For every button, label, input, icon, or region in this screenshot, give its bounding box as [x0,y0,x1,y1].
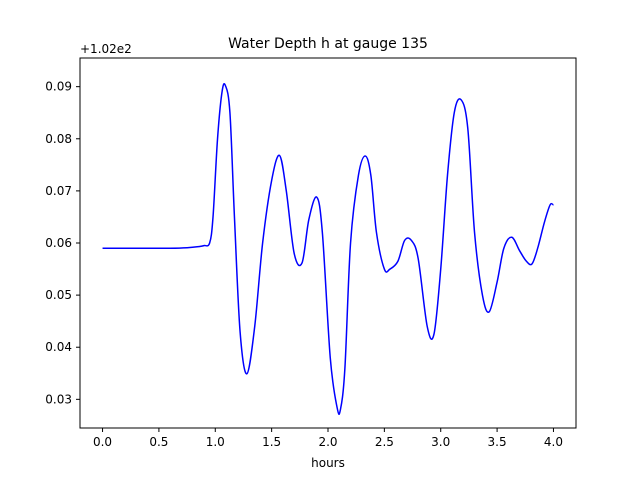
y-tick-label: 0.05 [45,288,72,302]
x-axis: 0.0 0.5 1.0 1.5 2.0 2.5 3.0 3.5 4.0 [93,428,563,449]
x-tick-label: 4.0 [544,435,563,449]
y-tick-label: 0.04 [45,340,72,354]
x-tick-label: 2.0 [318,435,337,449]
series-line [102,82,554,415]
x-tick-label: 3.0 [431,435,450,449]
y-tick-label: 0.07 [45,184,72,198]
y-tick-label: 0.06 [45,236,72,250]
y-tick-label: 0.03 [45,392,72,406]
x-tick-label: 0.0 [93,435,112,449]
x-tick-label: 2.5 [375,435,394,449]
y-tick-label: 0.09 [45,80,72,94]
y-tick-label: 0.08 [45,132,72,146]
y-axis: 0.03 0.04 0.05 0.06 0.07 0.08 0.09 [45,80,80,406]
x-tick-label: 0.5 [149,435,168,449]
series-layer [102,82,554,415]
x-tick-label: 1.0 [206,435,225,449]
x-axis-label: hours [311,456,345,470]
x-tick-label: 3.5 [488,435,507,449]
y-offset-label: +1.02e2 [80,42,132,56]
x-tick-label: 1.5 [262,435,281,449]
chart-title: Water Depth h at gauge 135 [228,36,428,52]
